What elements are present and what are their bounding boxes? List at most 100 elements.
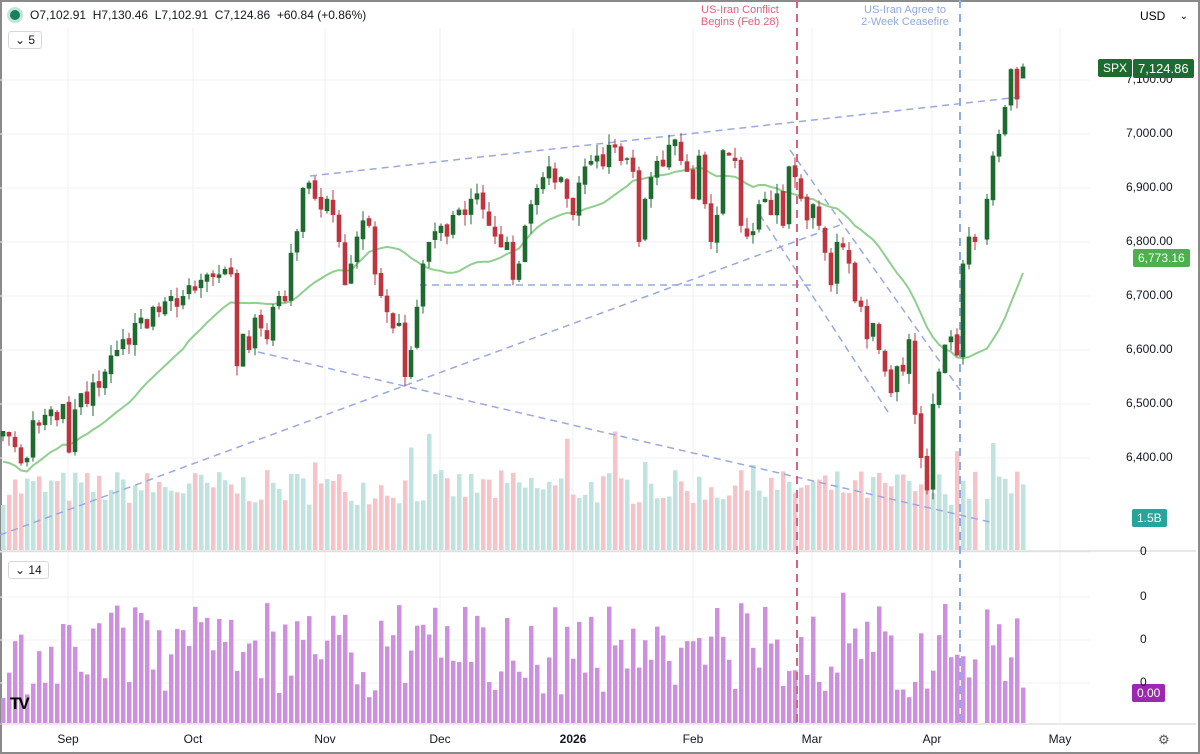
volume-bar bbox=[559, 478, 564, 550]
volume-bar bbox=[895, 474, 900, 550]
candle-body bbox=[78, 393, 84, 408]
candle-body bbox=[954, 334, 960, 356]
volume-bar bbox=[337, 474, 342, 550]
candle-body bbox=[360, 220, 366, 240]
volume-bar bbox=[997, 476, 1002, 550]
indicator-bar bbox=[679, 647, 684, 723]
candle-body bbox=[600, 154, 606, 167]
x-tick-label: Feb bbox=[682, 732, 704, 746]
indicator-bar bbox=[841, 592, 846, 723]
volume-bar bbox=[235, 493, 240, 550]
volume-bar bbox=[517, 482, 522, 550]
candle-body bbox=[744, 228, 750, 237]
candle-body bbox=[852, 262, 858, 302]
volume-bar bbox=[109, 490, 114, 550]
candle-body bbox=[366, 218, 372, 226]
candle-body bbox=[882, 350, 888, 372]
volume-bar bbox=[865, 497, 870, 550]
candle-body bbox=[204, 274, 210, 282]
volume-bar bbox=[829, 489, 834, 550]
indicator-bar bbox=[655, 626, 660, 723]
volume-bar bbox=[373, 498, 378, 550]
candle-body bbox=[84, 391, 90, 404]
indicator-bar bbox=[733, 688, 738, 723]
indicator-bar bbox=[433, 607, 438, 723]
volume-bar bbox=[787, 481, 792, 550]
candle-body bbox=[906, 339, 912, 374]
candle-body bbox=[834, 242, 840, 284]
candle-body bbox=[828, 252, 834, 286]
y-tick-label: 6,900.00 bbox=[1126, 180, 1173, 194]
candle-body bbox=[654, 161, 660, 178]
candle-body bbox=[660, 159, 666, 167]
candle-body bbox=[336, 214, 342, 242]
volume-bar bbox=[253, 502, 258, 550]
settings-gear-icon[interactable]: ⚙ bbox=[1158, 732, 1170, 747]
candle-body bbox=[864, 306, 870, 340]
volume-bar bbox=[67, 500, 72, 550]
currency-select[interactable]: USD ⌄ bbox=[1134, 4, 1192, 28]
candle-body bbox=[936, 371, 942, 405]
candle-body bbox=[582, 166, 588, 185]
candle-body bbox=[528, 204, 534, 224]
candle-body bbox=[714, 215, 720, 243]
volume-bar bbox=[619, 478, 624, 550]
indicator-bar bbox=[721, 636, 726, 723]
candle-body bbox=[522, 225, 528, 262]
candle-body bbox=[1008, 69, 1014, 106]
candle-body bbox=[420, 263, 426, 307]
indicator-bar bbox=[685, 641, 690, 723]
volume-bar bbox=[259, 499, 264, 550]
indicator-bar bbox=[559, 694, 564, 723]
indicator-bar bbox=[391, 635, 396, 723]
indicator-bar bbox=[265, 603, 270, 723]
candle-body bbox=[216, 274, 222, 278]
candle-body bbox=[804, 196, 810, 221]
indicator-bar bbox=[343, 614, 348, 723]
volume-bar bbox=[457, 474, 462, 550]
volume-bar bbox=[925, 473, 930, 550]
volume-bar bbox=[631, 503, 636, 550]
volume-bar bbox=[937, 474, 942, 550]
candle-body bbox=[150, 306, 156, 327]
candle-body bbox=[294, 231, 300, 253]
volume-bar bbox=[1009, 493, 1014, 550]
volume-bar bbox=[139, 490, 144, 550]
candle-body bbox=[42, 414, 48, 426]
indicator-bar bbox=[835, 672, 840, 723]
indicator-bar bbox=[709, 636, 714, 723]
indicator-bar bbox=[517, 671, 522, 723]
indicator-bar bbox=[547, 657, 552, 723]
indicator-bar bbox=[745, 613, 750, 723]
volume-bar bbox=[157, 481, 162, 550]
indicator-bar bbox=[865, 621, 870, 723]
candle-body bbox=[750, 231, 756, 236]
candle-body bbox=[822, 227, 828, 253]
candle-body bbox=[48, 409, 54, 417]
volume-bar bbox=[331, 480, 336, 550]
x-tick-label: Oct bbox=[183, 732, 203, 746]
candle-body bbox=[402, 322, 408, 377]
candle-body bbox=[732, 157, 738, 161]
indicator-bar bbox=[331, 615, 336, 723]
candle-body bbox=[1014, 68, 1020, 100]
ma-collapse-button[interactable]: ⌄ 5 bbox=[8, 31, 43, 49]
candle-body bbox=[690, 169, 696, 199]
candle-body bbox=[0, 431, 6, 437]
volume-bar bbox=[607, 473, 612, 550]
indicator-collapse-button[interactable]: ⌄ 14 bbox=[8, 561, 49, 579]
candle-body bbox=[756, 204, 762, 230]
candle-body bbox=[966, 236, 972, 265]
candle-body bbox=[924, 455, 930, 491]
volume-bar bbox=[685, 491, 690, 550]
volume-bar bbox=[271, 482, 276, 550]
candle-body bbox=[696, 155, 702, 200]
indicator-bar bbox=[883, 631, 888, 723]
indicator-bar bbox=[535, 664, 540, 723]
candle-body bbox=[552, 168, 558, 183]
volume-bar bbox=[511, 472, 516, 550]
volume-bar bbox=[97, 475, 102, 550]
volume-bar bbox=[1021, 484, 1026, 550]
y-tick-label: 6,500.00 bbox=[1126, 396, 1173, 410]
